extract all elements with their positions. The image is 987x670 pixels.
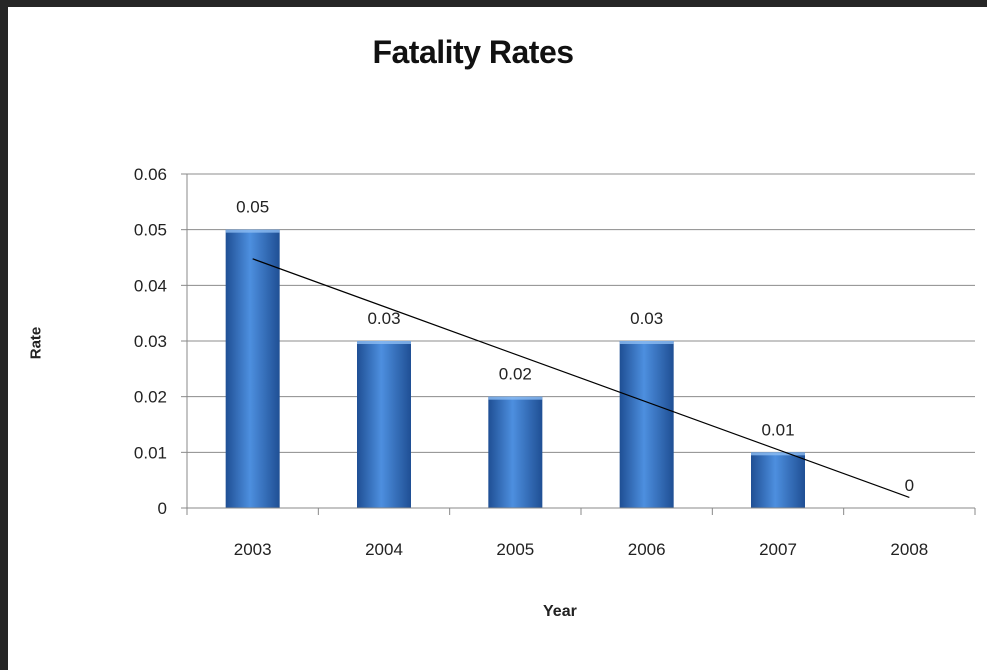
bar <box>751 452 805 508</box>
x-tick-label: 2003 <box>234 540 272 559</box>
y-tick-label: 0.04 <box>134 276 167 295</box>
bar-top-highlight <box>225 229 280 233</box>
y-tick-label: 0.01 <box>134 443 167 462</box>
trendline <box>252 258 910 498</box>
x-tick-label: 2005 <box>496 540 534 559</box>
chart-frame <box>8 7 987 670</box>
x-tick-label: 2008 <box>890 540 928 559</box>
data-label: 0.03 <box>630 309 663 328</box>
x-tick-label: 2004 <box>365 540 403 559</box>
data-label: 0 <box>905 476 914 495</box>
trendline-path <box>252 258 910 498</box>
bar <box>357 341 411 508</box>
bar <box>488 396 543 508</box>
bars <box>225 229 805 508</box>
x-tick-label: 2006 <box>628 540 666 559</box>
bar-top-highlight <box>751 452 805 456</box>
bar <box>225 229 280 508</box>
data-label: 0.03 <box>367 309 400 328</box>
bar-top-highlight <box>619 341 674 344</box>
axes <box>181 173 976 515</box>
y-tick-label: 0 <box>158 499 167 518</box>
bar-top-highlight <box>488 396 543 400</box>
data-label: 0.05 <box>236 198 269 217</box>
y-tick-label: 0.06 <box>134 165 167 184</box>
data-label: 0.02 <box>499 365 532 384</box>
bar-top-highlight <box>357 341 411 344</box>
y-tick-label: 0.03 <box>134 332 167 351</box>
x-axis-label: Year <box>543 603 577 620</box>
y-tick-label: 0.05 <box>134 221 167 240</box>
gridlines <box>187 173 975 453</box>
labels: 0 0.01 0.02 0.03 0.04 0.05 0.06 0.05 2003 0.03 200… <box>134 165 928 559</box>
data-label: 0.01 <box>761 420 794 439</box>
y-tick-label: 0.02 <box>134 388 167 407</box>
chart-title: Fatality Rates <box>372 34 574 70</box>
bar <box>619 341 674 508</box>
x-tick-label: 2007 <box>759 540 797 559</box>
